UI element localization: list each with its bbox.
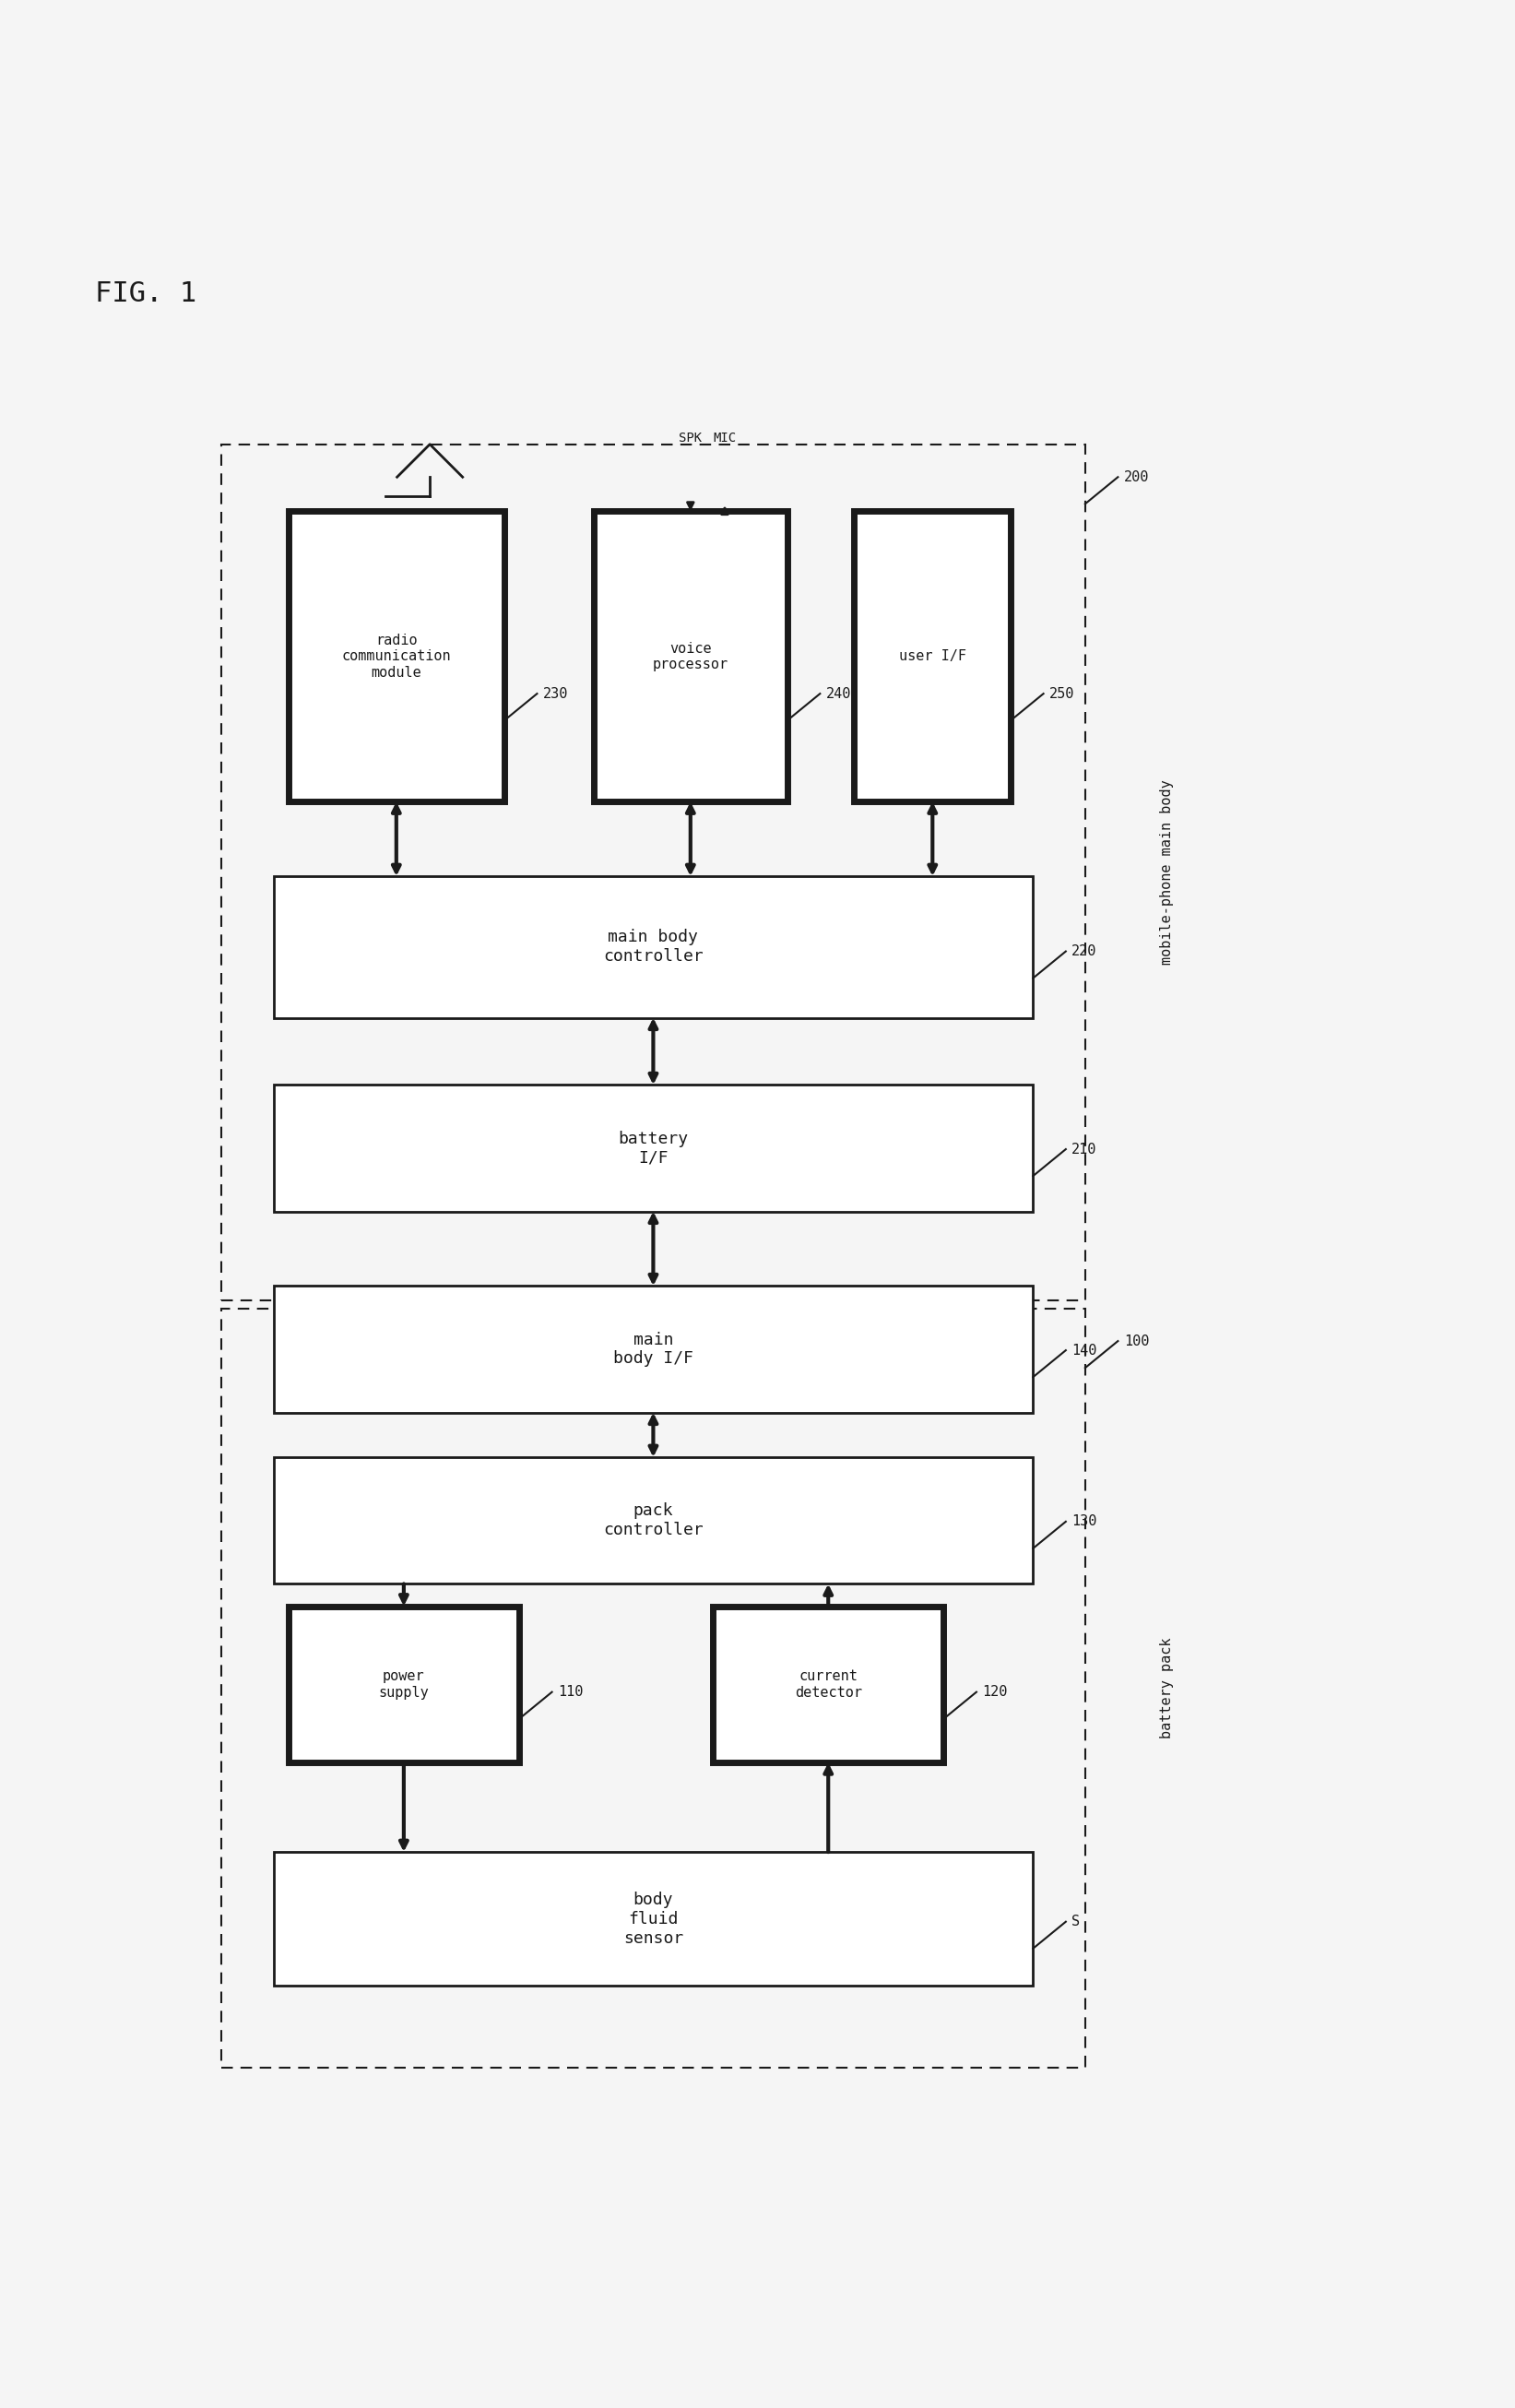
Bar: [273, 1852, 1033, 1987]
Bar: [273, 1086, 1033, 1211]
Text: 250: 250: [1050, 686, 1074, 701]
Bar: [273, 1457, 1033, 1584]
Text: 120: 120: [982, 1686, 1007, 1700]
Bar: [594, 510, 788, 802]
Text: MIC: MIC: [714, 431, 736, 445]
Text: power
supply: power supply: [379, 1669, 429, 1700]
Text: 230: 230: [542, 686, 568, 701]
Text: main
body I/F: main body I/F: [614, 1332, 694, 1368]
Bar: [273, 1286, 1033, 1413]
Text: mobile-phone main body: mobile-phone main body: [1160, 780, 1174, 966]
Text: battery
I/F: battery I/F: [618, 1129, 688, 1165]
Text: current
detector: current detector: [794, 1669, 862, 1700]
Text: main body
controller: main body controller: [603, 929, 703, 966]
Bar: [221, 1308, 1085, 2068]
Bar: [714, 1606, 944, 1763]
Text: battery pack: battery pack: [1160, 1637, 1174, 1739]
Text: S: S: [1071, 1914, 1080, 1929]
Text: 130: 130: [1071, 1515, 1097, 1529]
Text: radio
communication
module: radio communication module: [341, 633, 451, 679]
Text: 110: 110: [558, 1686, 583, 1700]
Text: 240: 240: [826, 686, 851, 701]
Text: 100: 100: [1124, 1334, 1150, 1348]
Text: SPK: SPK: [679, 431, 701, 445]
Text: 140: 140: [1071, 1344, 1097, 1358]
Text: 210: 210: [1071, 1141, 1097, 1156]
Bar: [221, 445, 1085, 1300]
Text: voice
processor: voice processor: [653, 641, 729, 672]
Bar: [854, 510, 1011, 802]
Text: body
fluid
sensor: body fluid sensor: [623, 1893, 683, 1946]
Text: 200: 200: [1124, 470, 1150, 484]
Bar: [288, 1606, 520, 1763]
Text: 220: 220: [1071, 944, 1097, 958]
Text: FIG. 1: FIG. 1: [95, 279, 197, 308]
Text: user I/F: user I/F: [898, 650, 967, 665]
Bar: [288, 510, 504, 802]
Text: pack
controller: pack controller: [603, 1503, 703, 1539]
Bar: [273, 877, 1033, 1019]
